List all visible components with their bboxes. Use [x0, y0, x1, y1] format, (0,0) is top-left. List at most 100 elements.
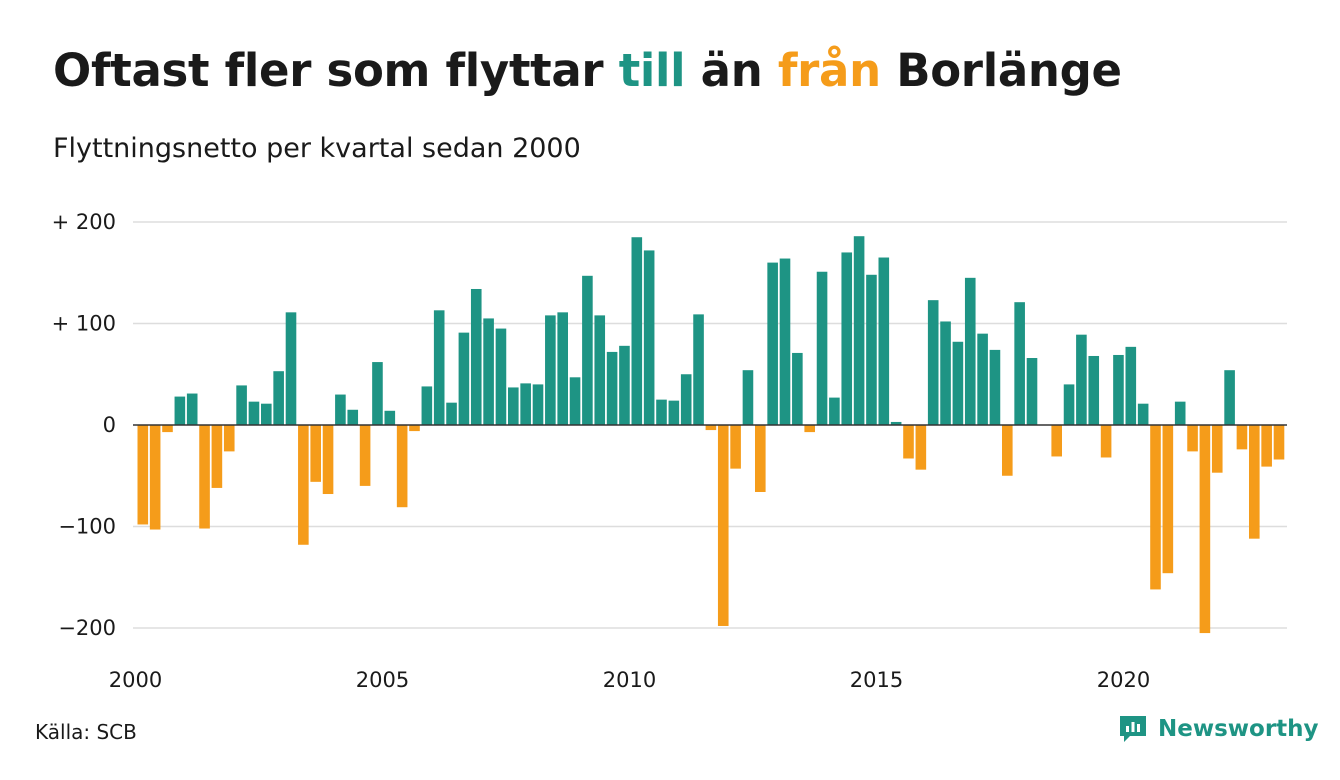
bar-2009Q3 — [606, 351, 618, 425]
bar-2021Q3 — [1199, 425, 1211, 634]
bar-2003Q4 — [322, 425, 334, 495]
bar-2000Q3 — [162, 425, 173, 433]
x-tick-label: 2020 — [1097, 668, 1150, 692]
bar-2012Q4 — [767, 262, 778, 425]
newsworthy-logo-icon — [1120, 716, 1146, 742]
bar-2019Q1 — [1076, 334, 1087, 425]
bar-2004Q3 — [359, 425, 371, 486]
bar-2002Q3 — [261, 403, 272, 425]
bar-2014Q4 — [866, 274, 877, 425]
source-note: Källa: SCB — [35, 720, 137, 744]
bar-2019Q4 — [1113, 354, 1124, 425]
title-part-1: Oftast fler som flyttar — [53, 44, 619, 97]
bar-2017Q1 — [977, 333, 988, 425]
bar-2005Q2 — [396, 425, 408, 508]
bar-2011Q3 — [705, 425, 717, 431]
bar-2008Q3 — [557, 312, 568, 425]
y-tick-label: + 200 — [52, 210, 116, 234]
bar-2011Q4 — [717, 425, 729, 626]
bar-2016Q1 — [927, 300, 939, 425]
y-tick-label: + 100 — [52, 312, 116, 336]
bar-2009Q1 — [582, 275, 593, 425]
bar-2003Q1 — [285, 312, 297, 425]
bar-2009Q4 — [619, 345, 630, 425]
bar-2006Q2 — [446, 402, 457, 425]
bar-2007Q3 — [508, 387, 519, 425]
x-tick-label: 2010 — [603, 668, 656, 692]
bar-2003Q3 — [310, 425, 321, 482]
bar-2004Q4 — [372, 362, 383, 425]
bar-2010Q3 — [656, 399, 667, 425]
bar-2014Q3 — [853, 236, 865, 425]
bar-2021Q4 — [1211, 425, 1223, 473]
bar-2001Q2 — [199, 425, 210, 529]
bar-2022Q3 — [1249, 425, 1260, 539]
bar-2020Q3 — [1150, 425, 1161, 590]
chart-subtitle: Flyttningsnetto per kvartal sedan 2000 — [53, 133, 581, 164]
bar-2007Q4 — [520, 383, 531, 425]
title-fran: från — [777, 44, 881, 97]
bar-2008Q2 — [545, 315, 556, 425]
bar-2018Q3 — [1051, 425, 1062, 457]
x-tick-label: 2015 — [850, 668, 903, 692]
bar-2012Q2 — [742, 370, 754, 425]
bars — [137, 236, 1285, 634]
title-part-3: Borlänge — [880, 44, 1122, 97]
bar-2016Q4 — [964, 277, 976, 425]
y-tick-label: −100 — [58, 515, 116, 539]
bar-2020Q2 — [1137, 403, 1149, 425]
bar-2010Q4 — [668, 400, 680, 425]
bar-2019Q3 — [1100, 425, 1112, 458]
bar-2012Q3 — [755, 425, 766, 492]
bar-2001Q1 — [186, 393, 198, 425]
chart-title: Oftast fler som flyttar till än från Bor… — [53, 44, 1122, 97]
brand-name: Newsworthy — [1158, 716, 1319, 742]
bar-2023Q1 — [1273, 425, 1285, 460]
bar-2013Q2 — [792, 352, 803, 425]
bar-2017Q3 — [1002, 425, 1013, 476]
bar-2005Q3 — [409, 425, 420, 432]
bar-2002Q4 — [273, 371, 284, 425]
bar-2018Q1 — [1026, 358, 1038, 425]
bar-2002Q1 — [236, 385, 247, 425]
bar-2008Q4 — [569, 377, 581, 425]
bar-2014Q2 — [841, 252, 853, 425]
bar-2021Q1 — [1174, 401, 1186, 425]
brand-logo: Newsworthy — [1118, 714, 1319, 744]
bar-2015Q3 — [903, 425, 914, 459]
y-axis-ticks: + 200 + 100 0 −100 −200 — [52, 210, 116, 640]
bar-2007Q2 — [495, 328, 507, 425]
bar-2009Q2 — [594, 315, 606, 425]
bar-2008Q1 — [532, 384, 544, 425]
bar-2011Q2 — [693, 314, 704, 425]
bar-2007Q1 — [483, 318, 494, 425]
bar-2015Q1 — [878, 257, 890, 425]
bar-2022Q1 — [1224, 370, 1235, 425]
bar-2019Q2 — [1088, 355, 1100, 425]
bar-2016Q2 — [940, 321, 951, 425]
bar-2001Q3 — [211, 425, 223, 488]
bar-2022Q2 — [1236, 425, 1248, 450]
bar-2000Q4 — [174, 396, 186, 425]
bar-2003Q2 — [298, 425, 309, 545]
bar-2005Q1 — [384, 410, 396, 425]
bar-2006Q4 — [470, 288, 482, 425]
bar-2001Q4 — [223, 425, 235, 452]
y-tick-label: −200 — [58, 616, 116, 640]
bar-2006Q1 — [433, 310, 445, 425]
bar-2011Q1 — [680, 374, 692, 425]
bar-2014Q1 — [829, 397, 840, 425]
bar-2000Q1 — [137, 425, 149, 525]
grid-lines — [133, 221, 1287, 629]
bar-2002Q2 — [248, 401, 260, 425]
bar-2017Q2 — [989, 349, 1001, 425]
title-part-2: än — [685, 44, 778, 97]
bar-2010Q1 — [631, 237, 643, 425]
x-tick-label: 2000 — [109, 668, 162, 692]
bar-2015Q2 — [890, 421, 902, 425]
bar-2004Q2 — [347, 409, 359, 425]
bar-2017Q4 — [1014, 302, 1025, 425]
bar-2013Q3 — [804, 425, 815, 433]
x-axis-ticks: 2000 2005 2010 2015 2020 — [109, 668, 1150, 692]
